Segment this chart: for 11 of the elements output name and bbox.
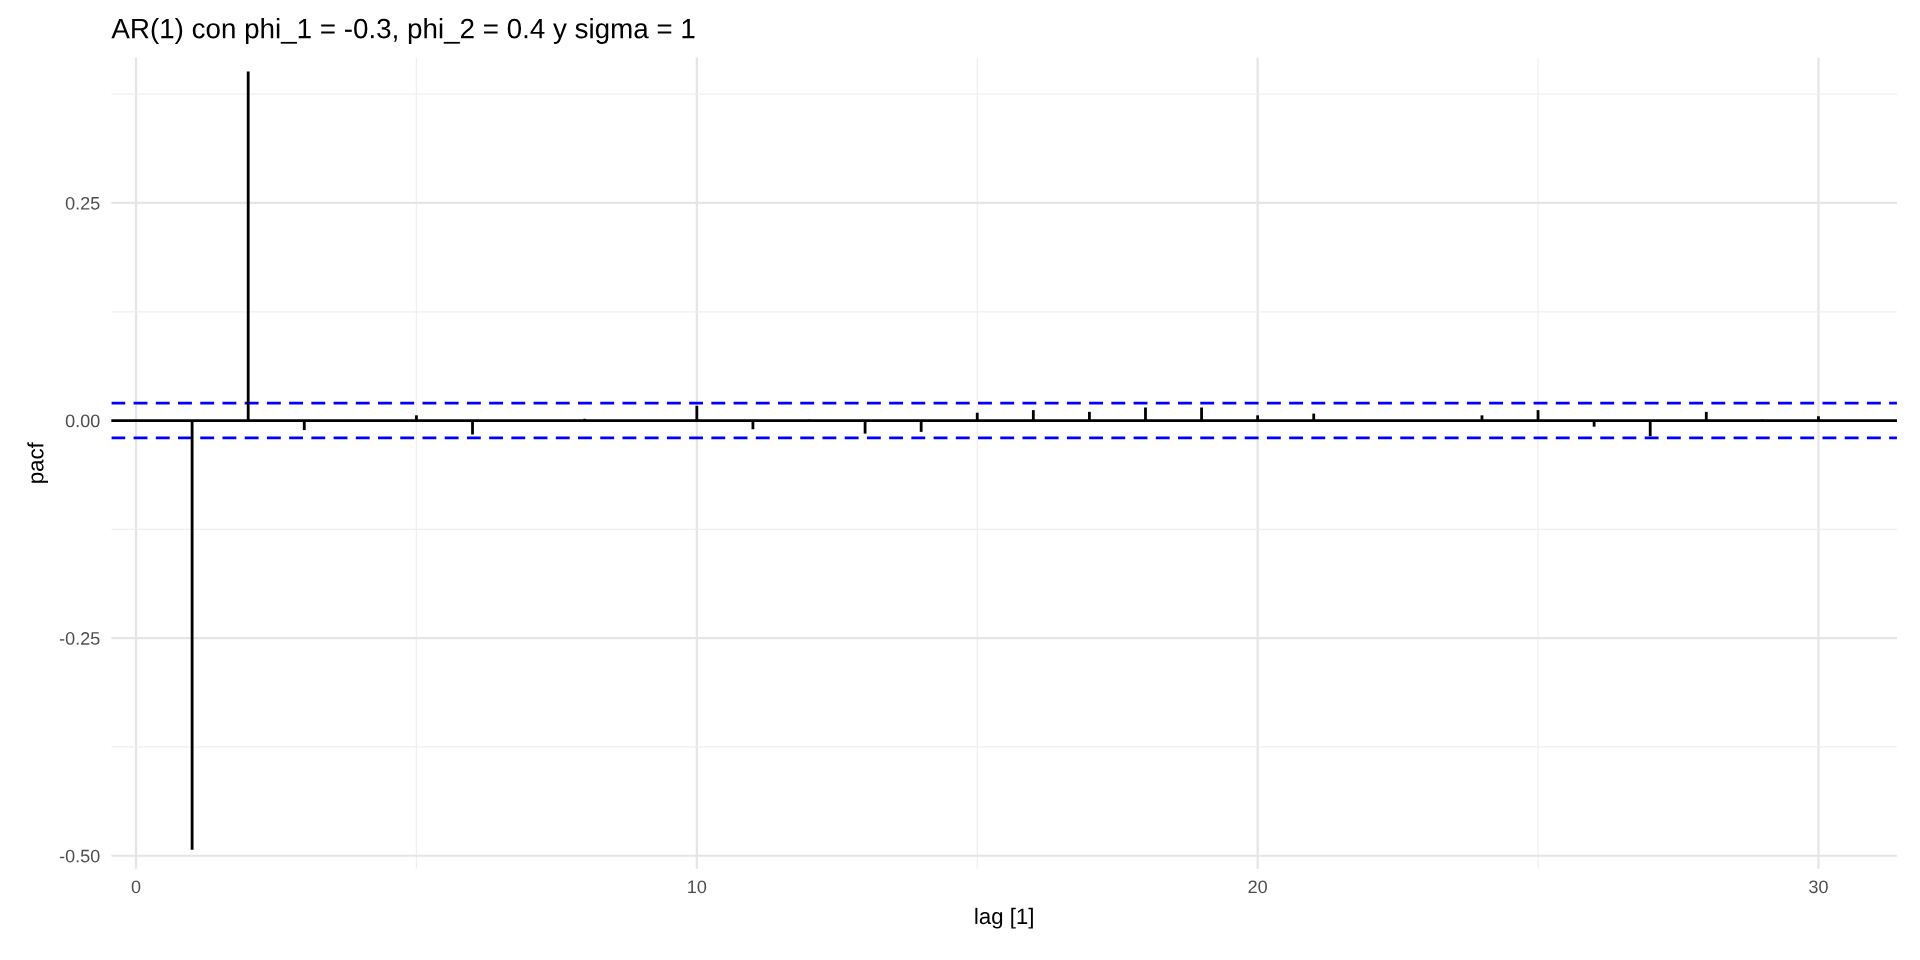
x-axis-title: lag [1]	[975, 907, 1033, 929]
x-tick-label: 30	[1809, 880, 1828, 894]
y-tick-label: -0.25	[59, 632, 100, 645]
chart-title: AR(1) con phi_1 = -0.3, phi_2 = 0.4 y sigma = 1	[111, 18, 695, 44]
x-tick-label: 10	[688, 880, 707, 894]
y-tick-label: 0.25	[65, 196, 100, 210]
y-tick-label: 0.00	[65, 414, 100, 428]
y-tick-label: -0.50	[59, 849, 100, 863]
x-tick-label: 0	[131, 880, 141, 894]
y-axis-title: pacf	[27, 442, 48, 483]
x-tick-label: 20	[1248, 880, 1267, 894]
